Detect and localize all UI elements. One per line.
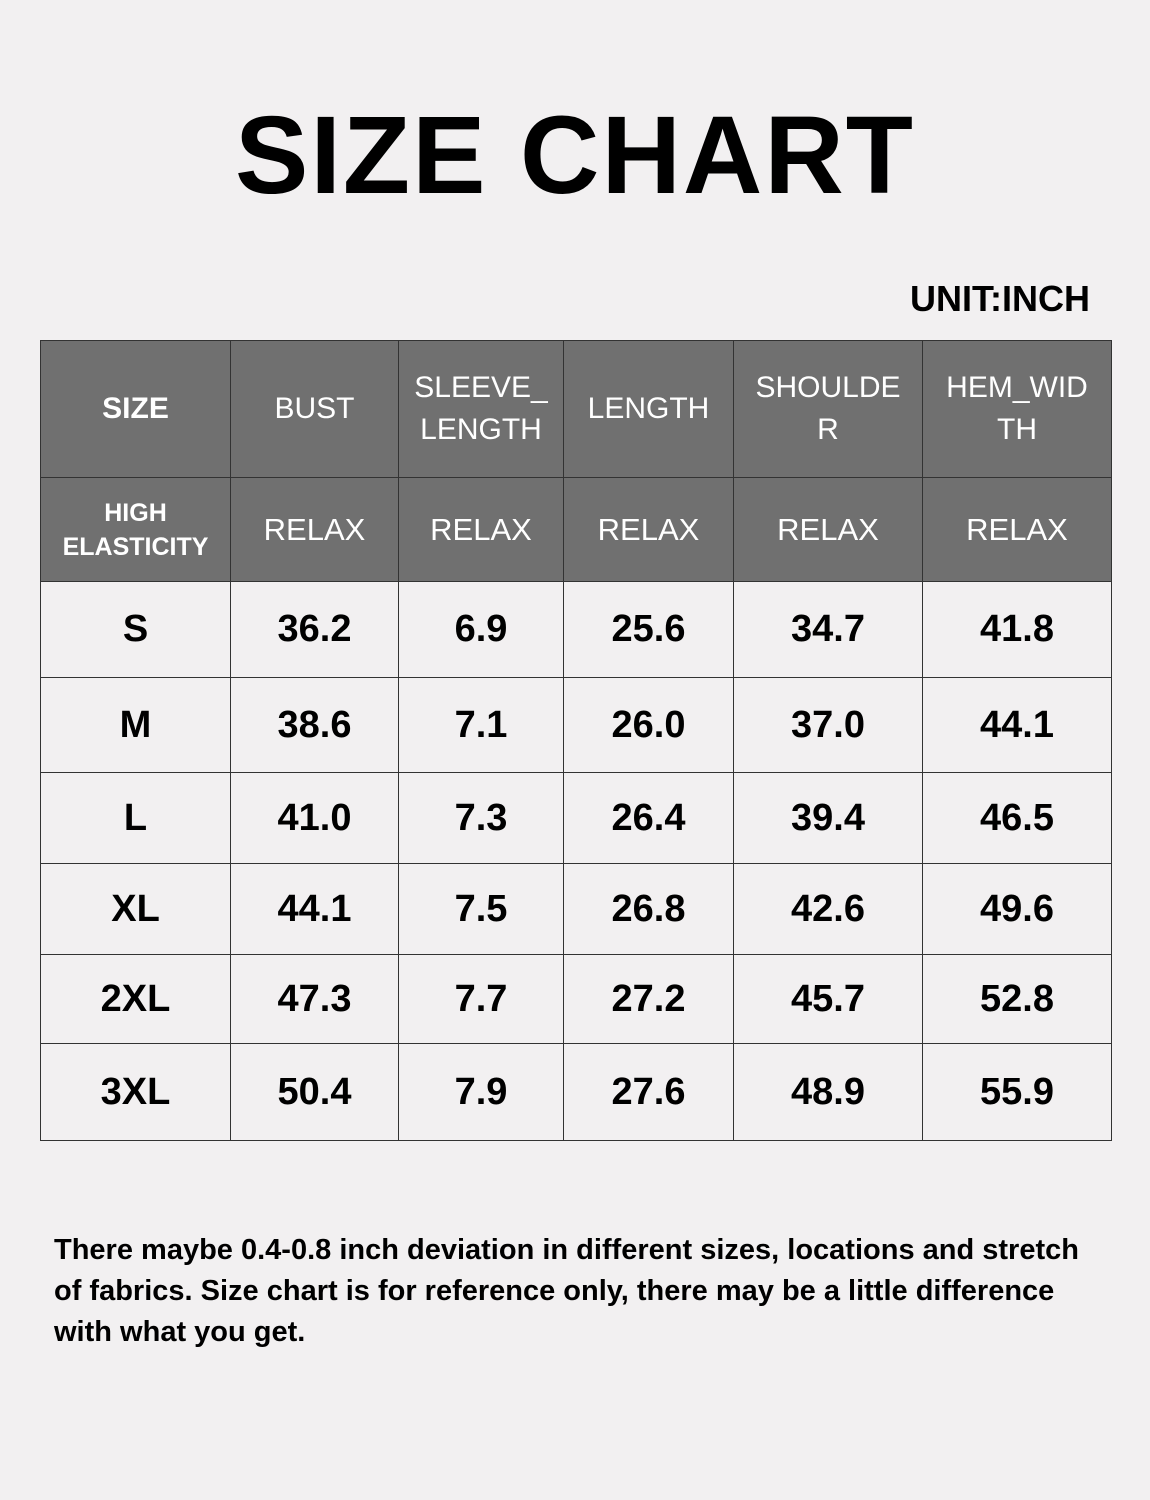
table-row-cell: 7.7: [398, 954, 564, 1044]
table-row-cell: 37.0: [733, 677, 923, 773]
table-row-cell: 46.5: [922, 772, 1112, 864]
fit-row-cell: RELAX: [563, 477, 734, 582]
table-row: 3XL 50.4 7.9 27.6 48.9 55.9: [40, 1043, 1112, 1141]
table-row-cell: M: [40, 677, 231, 773]
header-row-cell: SLEEVE_ LENGTH: [398, 340, 564, 478]
table-row-cell: 7.3: [398, 772, 564, 864]
table-row-cell: 42.6: [733, 863, 923, 955]
table-row-cell: 25.6: [563, 581, 734, 678]
table-row-cell: 36.2: [230, 581, 399, 678]
table-row: M 38.6 7.1 26.0 37.0 44.1: [40, 677, 1112, 773]
table-row-cell: 45.7: [733, 954, 923, 1044]
table-row-cell: 38.6: [230, 677, 399, 773]
table-row-cell: 44.1: [922, 677, 1112, 773]
table-row: S 36.2 6.9 25.6 34.7 41.8: [40, 581, 1112, 678]
table-row: L 41.0 7.3 26.4 39.4 46.5: [40, 772, 1112, 864]
table-row-cell: 52.8: [922, 954, 1112, 1044]
table-row-cell: 49.6: [922, 863, 1112, 955]
table-row-cell: 47.3: [230, 954, 399, 1044]
table-row-cell: 3XL: [40, 1043, 231, 1141]
table-row-cell: 7.5: [398, 863, 564, 955]
table-row-cell: 34.7: [733, 581, 923, 678]
fit-row-cell: RELAX: [230, 477, 399, 582]
table-row-cell: 7.9: [398, 1043, 564, 1141]
table-row-cell: 7.1: [398, 677, 564, 773]
table-row-cell: 26.0: [563, 677, 734, 773]
table-row-cell: 41.0: [230, 772, 399, 864]
table-row: XL 44.1 7.5 26.8 42.6 49.6: [40, 863, 1112, 955]
table-row-cell: 50.4: [230, 1043, 399, 1141]
size-table: SIZE BUST SLEEVE_ LENGTH LENGTH SHOULDE R HEM_W…: [40, 340, 1112, 1141]
fit-row-cell: HIGH ELASTICITY: [40, 477, 231, 582]
table-row-cell: XL: [40, 863, 231, 955]
fit-row-cell: RELAX: [922, 477, 1112, 582]
table-row-cell: 27.2: [563, 954, 734, 1044]
header-row: SIZE BUST SLEEVE_ LENGTH LENGTH SHOULDE R HEM_W…: [40, 340, 1112, 478]
header-row-cell: LENGTH: [563, 340, 734, 478]
header-row-cell: BUST: [230, 340, 399, 478]
table-row-cell: 26.8: [563, 863, 734, 955]
header-row-cell: SHOULDE R: [733, 340, 923, 478]
table-row-cell: L: [40, 772, 231, 864]
table-row: 2XL 47.3 7.7 27.2 45.7 52.8: [40, 954, 1112, 1044]
table-row-cell: S: [40, 581, 231, 678]
table-row-cell: 39.4: [733, 772, 923, 864]
table-row-cell: 55.9: [922, 1043, 1112, 1141]
table-row-cell: 6.9: [398, 581, 564, 678]
fit-row-cell: RELAX: [733, 477, 923, 582]
table-row-cell: 41.8: [922, 581, 1112, 678]
header-row-cell: SIZE: [40, 340, 231, 478]
table-row-cell: 48.9: [733, 1043, 923, 1141]
table-row-cell: 26.4: [563, 772, 734, 864]
header-row-cell: HEM_WID TH: [922, 340, 1112, 478]
table-row-cell: 2XL: [40, 954, 231, 1044]
unit-label: UNIT:INCH: [910, 278, 1090, 319]
fit-row: HIGH ELASTICITY RELAX RELAX RELAX RELAX RELAX: [40, 477, 1112, 582]
table-row-cell: 44.1: [230, 863, 399, 955]
disclaimer-note: There maybe 0.4-0.8 inch deviation in di…: [54, 1234, 1079, 1348]
fit-row-cell: RELAX: [398, 477, 564, 582]
table-row-cell: 27.6: [563, 1043, 734, 1141]
page-title: SIZE CHART: [235, 94, 915, 217]
